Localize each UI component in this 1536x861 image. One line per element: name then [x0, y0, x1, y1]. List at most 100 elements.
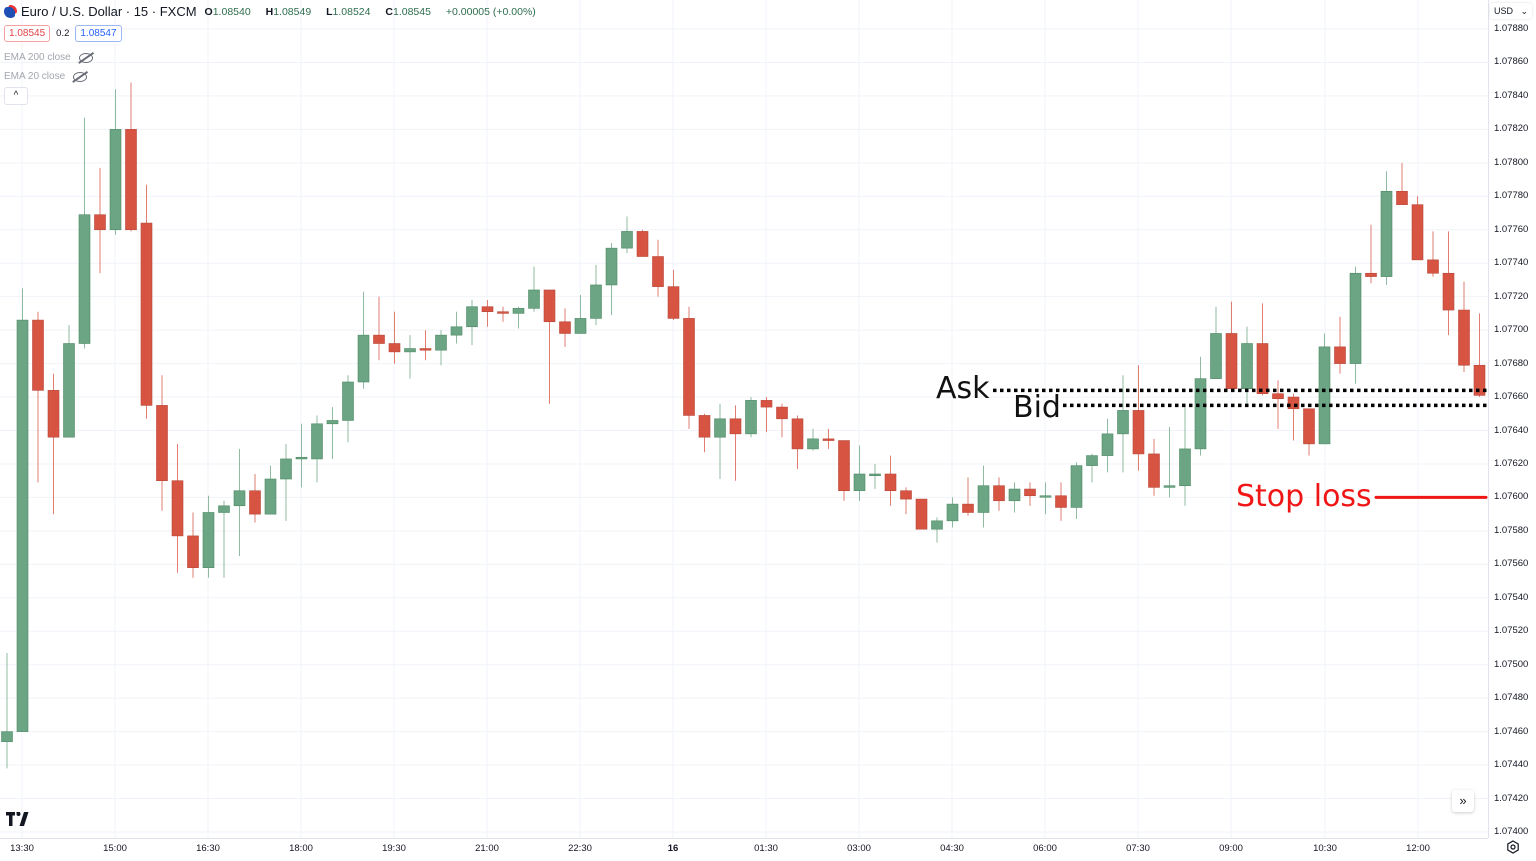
candle [900, 487, 912, 515]
candle [404, 335, 416, 379]
candle [1365, 224, 1377, 284]
candle [977, 465, 990, 528]
candle [791, 415, 804, 469]
candle [822, 428, 835, 449]
price-tick-label: 1.07620 [1494, 457, 1529, 469]
price-tick-label: 1.07560 [1494, 558, 1529, 570]
candle [466, 300, 478, 346]
candle [1070, 462, 1083, 520]
price-tick-label: 1.07520 [1494, 625, 1529, 637]
currency-label: USD [1494, 6, 1514, 16]
time-tick-label: 12:00 [1406, 843, 1430, 854]
candle [1241, 326, 1253, 404]
time-tick-label: 16 [667, 843, 679, 854]
candle [1055, 482, 1067, 521]
eye-hidden-icon[interactable] [78, 52, 93, 63]
price-tick-label: 1.07460 [1494, 725, 1529, 737]
candle [125, 82, 137, 232]
candle [140, 184, 153, 419]
candle [94, 167, 106, 274]
price-tick-label: 1.07800 [1494, 156, 1529, 168]
candle [745, 397, 757, 438]
candle [187, 512, 199, 578]
candle [683, 306, 695, 429]
currency-selector[interactable]: USD ⌄ [1490, 3, 1532, 19]
candle [1287, 393, 1300, 441]
candle [342, 375, 354, 443]
candle [714, 403, 726, 480]
indicator-label: EMA 20 close [4, 71, 66, 82]
price-axis[interactable] [1488, 0, 1536, 838]
scroll-to-realtime-button[interactable]: » [1452, 790, 1474, 812]
candle [869, 463, 881, 490]
sell-price-button[interactable]: 1.08545 [4, 25, 51, 42]
time-axis[interactable] [0, 838, 1488, 861]
candle [16, 288, 29, 732]
candle [590, 264, 602, 326]
candle [1163, 427, 1176, 498]
candle [1473, 313, 1486, 398]
candle [233, 448, 246, 556]
indicator-ema-20[interactable]: EMA 20 close [4, 71, 88, 82]
price-tick-label: 1.07540 [1494, 591, 1529, 603]
price-tick-label: 1.07440 [1494, 759, 1529, 771]
candle [993, 477, 1005, 511]
candle [311, 415, 323, 483]
collapse-legend-button[interactable]: ^ [4, 87, 28, 105]
axis-settings-icon[interactable] [1505, 840, 1521, 856]
candle [435, 330, 447, 366]
candle [1148, 438, 1160, 496]
symbol-legend: Euro / U.S. Dollar · 15 · FXCM O1.08540 … [4, 4, 542, 19]
time-tick-label: 21:00 [475, 843, 499, 854]
candle [1396, 162, 1408, 205]
candle [497, 306, 509, 322]
indicator-label: EMA 200 close [4, 52, 71, 63]
time-tick-label: 19:30 [382, 843, 406, 854]
candle [946, 497, 959, 528]
time-tick-label: 13:30 [10, 843, 34, 854]
open-key: O [204, 5, 213, 18]
candle [698, 413, 711, 453]
candle [1256, 303, 1269, 396]
candle [388, 311, 401, 364]
high-key: H [265, 5, 274, 18]
tradingview-logo-icon[interactable] [6, 811, 30, 831]
price-tick-label: 1.07580 [1494, 524, 1529, 536]
time-tick-label: 03:00 [847, 843, 871, 854]
buy-price-button[interactable]: 1.08547 [75, 25, 122, 42]
candle [652, 239, 664, 297]
price-tick-label: 1.07840 [1494, 89, 1529, 101]
low-key: L [326, 5, 333, 18]
price-tick-label: 1.07640 [1494, 424, 1529, 436]
price-tick-label: 1.07600 [1494, 491, 1529, 503]
candle [760, 397, 773, 433]
price-tick-label: 1.07500 [1494, 658, 1529, 670]
change-value: +0.00005 (+0.00%) [445, 5, 536, 18]
close-key: C [385, 5, 393, 18]
eye-hidden-icon[interactable] [73, 71, 88, 82]
price-tick-label: 1.07820 [1494, 123, 1529, 135]
time-tick-label: 09:00 [1219, 843, 1243, 854]
time-tick-label: 10:30 [1313, 843, 1337, 854]
candle [574, 294, 587, 334]
candle [1179, 405, 1191, 506]
candle [373, 296, 385, 361]
candle [1380, 171, 1393, 285]
candle [47, 373, 60, 515]
ohlc-values: O1.08540 H1.08549 L1.08524 C1.08545 +0.0… [205, 6, 542, 18]
candle [838, 440, 850, 501]
price-tick-label: 1.07740 [1494, 257, 1529, 269]
candle [1194, 356, 1207, 456]
indicator-ema-200[interactable]: EMA 200 close [4, 52, 93, 63]
candle [1349, 266, 1362, 384]
close-value: 1.08545 [393, 5, 431, 18]
candle [605, 243, 618, 316]
price-tick-label: 1.07480 [1494, 692, 1529, 704]
candle [559, 308, 571, 347]
time-tick-label: 22:30 [568, 843, 592, 854]
price-tick-label: 1.07680 [1494, 357, 1529, 369]
time-tick-label: 06:00 [1033, 843, 1057, 854]
candle [807, 428, 819, 451]
symbol-title[interactable]: Euro / U.S. Dollar · 15 · FXCM [21, 4, 197, 19]
